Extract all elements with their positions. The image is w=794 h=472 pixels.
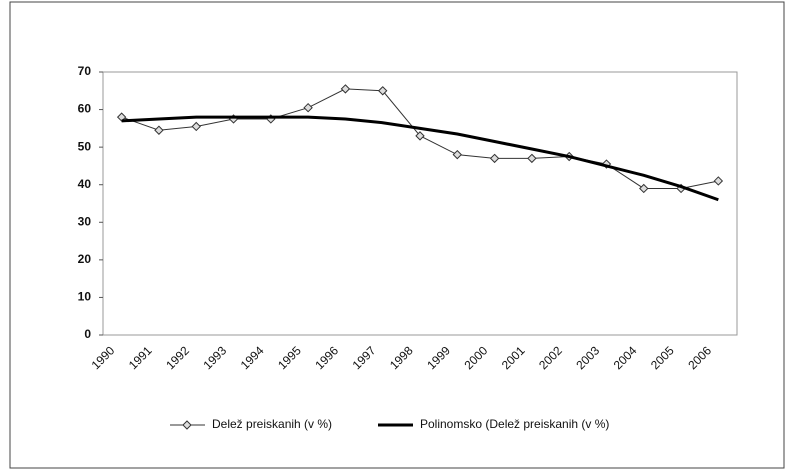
marker: [191, 121, 201, 132]
x-tick-label: 1993: [200, 343, 229, 372]
marker: [303, 102, 313, 113]
x-tick-label: 2004: [611, 343, 640, 372]
x-tick-label: 2005: [648, 343, 677, 372]
y-tick-label: 0: [84, 327, 91, 341]
marker: [415, 131, 425, 141]
x-tick-label: 1997: [350, 343, 379, 372]
chart-border: [9, 1, 785, 469]
marker: [377, 86, 388, 96]
legend-label: Polinomsko (Delež preiskanih (v %): [420, 417, 609, 431]
marker: [116, 112, 127, 122]
legend-label: Delež preiskanih (v %): [212, 417, 332, 431]
marker: [340, 84, 351, 94]
marker: [489, 153, 500, 164]
x-tick-label: 1995: [275, 343, 304, 372]
y-tick-label: 40: [78, 177, 92, 191]
marker: [713, 176, 724, 186]
marker: [154, 125, 164, 135]
x-tick-label: 1992: [163, 343, 192, 372]
x-tick-label: 1991: [126, 343, 155, 372]
x-tick-label: 2000: [462, 343, 491, 372]
series-line: [121, 115, 719, 202]
x-tick-label: 1994: [238, 343, 267, 372]
y-tick-label: 60: [78, 102, 92, 116]
y-tick-label: 50: [78, 139, 92, 153]
x-tick-label: 1990: [89, 343, 118, 372]
x-tick-label: 1996: [312, 343, 341, 372]
x-tick-label: 2002: [536, 343, 565, 372]
y-tick-label: 20: [78, 252, 92, 266]
y-tick-label: 10: [78, 290, 92, 304]
x-tick-label: 2003: [573, 343, 602, 372]
x-tick-label: 2006: [685, 343, 714, 372]
y-tick-label: 30: [78, 214, 92, 228]
x-tick-label: 2001: [499, 343, 528, 372]
legend-marker: [182, 420, 192, 430]
marker: [639, 183, 649, 194]
x-tick-label: 1998: [387, 343, 416, 372]
y-tick-label: 70: [78, 64, 92, 78]
plot-area: [102, 71, 738, 336]
x-tick-label: 1999: [424, 343, 453, 372]
marker: [452, 149, 463, 160]
marker: [527, 153, 537, 164]
